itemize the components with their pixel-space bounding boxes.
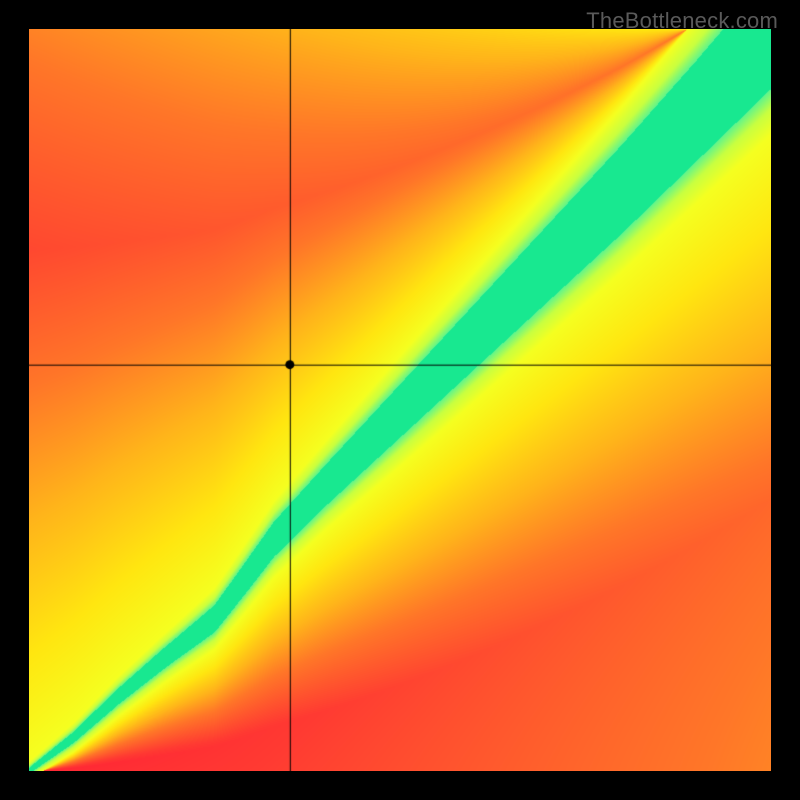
watermark-text: TheBottleneck.com (586, 8, 778, 34)
bottleneck-heatmap (29, 29, 771, 771)
chart-frame: TheBottleneck.com (0, 0, 800, 800)
